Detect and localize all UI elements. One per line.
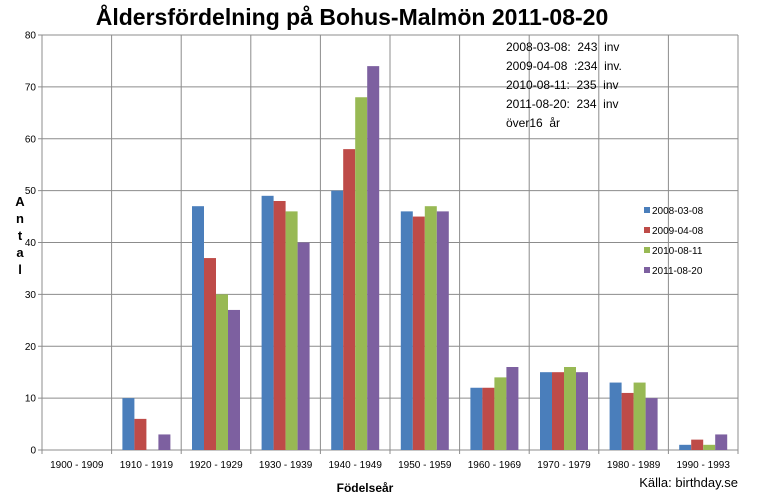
y-tick-label: 40	[25, 238, 37, 249]
gridlines	[41, 34, 739, 454]
bar-2010-08-11	[355, 97, 368, 450]
y-axis-ticks: 0 10 20 30 40 50 60 70 80	[25, 31, 42, 457]
y-tick-label: 50	[25, 186, 37, 197]
bar-2008-03-08	[470, 387, 483, 450]
legend-label: 2010-08-11	[652, 246, 703, 257]
bar-2011-08-20	[715, 434, 728, 450]
x-tick-label: 1930 - 1939	[259, 460, 313, 471]
y-tick-label: 0	[30, 446, 36, 457]
bar-2009-04-08	[273, 201, 286, 450]
bar-2009-04-08	[204, 258, 216, 450]
x-tick-label: 1900 - 1909	[50, 460, 104, 471]
legend-swatch	[644, 227, 650, 233]
x-tick-label: 1910 - 1919	[120, 460, 174, 471]
legend: 2008-03-08 2009-04-08 2010-08-11 2011-08-20	[644, 206, 704, 277]
annotations: 2008-03-08: 243 inv 2009-04-08 :234 inv. 2…	[506, 40, 622, 130]
annotation-line: 2010-08-11: 235 inv	[506, 78, 619, 92]
y-tick-label: 20	[25, 342, 37, 353]
bar-2009-04-08	[691, 439, 704, 450]
bar-2009-04-08	[412, 216, 425, 450]
bar-2008-03-08	[679, 444, 692, 450]
x-tick-label: 1970 - 1979	[537, 460, 591, 471]
bar-2009-04-08	[482, 387, 495, 450]
legend-swatch	[644, 267, 650, 273]
y-axis-label-letter: a	[16, 245, 24, 260]
bar-2010-08-11	[633, 382, 646, 450]
legend-label: 2008-03-08	[652, 206, 704, 217]
y-tick-label: 80	[25, 31, 37, 42]
bar-2009-04-08	[552, 372, 564, 450]
bar-2009-04-08	[621, 392, 634, 450]
y-axis-label-letter: l	[18, 262, 22, 277]
bar-2010-08-11	[216, 294, 228, 450]
y-tick-label: 70	[25, 82, 37, 93]
legend-swatch	[644, 247, 650, 253]
bar-2010-08-11	[564, 367, 576, 450]
annotation-line: 2011-08-20: 234 inv	[506, 97, 619, 111]
bar-2008-03-08	[609, 382, 622, 450]
bar-2008-03-08	[192, 206, 204, 450]
y-axis-label-letter: A	[15, 194, 25, 209]
bar-2009-04-08	[134, 418, 147, 450]
source-label: Källa: birthday.se	[639, 475, 738, 490]
y-axis-label-letter: t	[18, 228, 23, 243]
bar-2011-08-20	[645, 398, 658, 450]
legend-label: 2011-08-20	[652, 266, 703, 277]
annotation-line: 2008-03-08: 243 inv	[506, 40, 619, 54]
bar-2011-08-20	[297, 242, 310, 450]
x-tick-label: 1990 - 1993	[677, 460, 731, 471]
x-tick-label: 1960 - 1969	[468, 460, 522, 471]
bar-2010-08-11	[424, 206, 437, 450]
bar-2010-08-11	[703, 444, 716, 450]
bars	[122, 66, 728, 450]
legend-swatch	[644, 207, 650, 213]
bar-2008-03-08	[540, 372, 552, 450]
legend-label: 2009-04-08	[652, 226, 704, 237]
y-tick-label: 30	[25, 290, 37, 301]
x-tick-label: 1950 - 1959	[398, 460, 452, 471]
bar-2011-08-20	[228, 309, 240, 450]
bar-2011-08-20	[506, 367, 519, 450]
bar-2010-08-11	[285, 211, 298, 450]
x-tick-label: 1980 - 1989	[607, 460, 661, 471]
x-axis-label: Födelseår	[337, 481, 394, 495]
x-axis-categories: 1900 - 1909 1910 - 1919 1920 - 1929 1930 - …	[50, 460, 730, 471]
x-tick-label: 1940 - 1949	[329, 460, 383, 471]
bar-2008-03-08	[122, 398, 135, 450]
bar-2008-03-08	[261, 195, 274, 450]
bar-2008-03-08	[400, 211, 413, 450]
annotation-line: över16 år	[506, 116, 560, 130]
x-tick-label: 1920 - 1929	[189, 460, 243, 471]
bar-2009-04-08	[343, 149, 356, 450]
bar-2011-08-20	[158, 434, 171, 450]
y-tick-label: 10	[25, 394, 37, 405]
bar-2011-08-20	[576, 372, 588, 450]
bar-2011-08-20	[367, 66, 380, 450]
y-axis-label-letter: n	[16, 211, 24, 226]
y-tick-label: 60	[25, 134, 37, 145]
bar-2011-08-20	[436, 211, 449, 450]
chart-title: Åldersfördelning på Bohus-Malmön 2011-08…	[96, 3, 609, 30]
bar-2008-03-08	[331, 190, 344, 450]
bar-2010-08-11	[494, 377, 507, 450]
annotation-line: 2009-04-08 :234 inv.	[506, 59, 622, 73]
